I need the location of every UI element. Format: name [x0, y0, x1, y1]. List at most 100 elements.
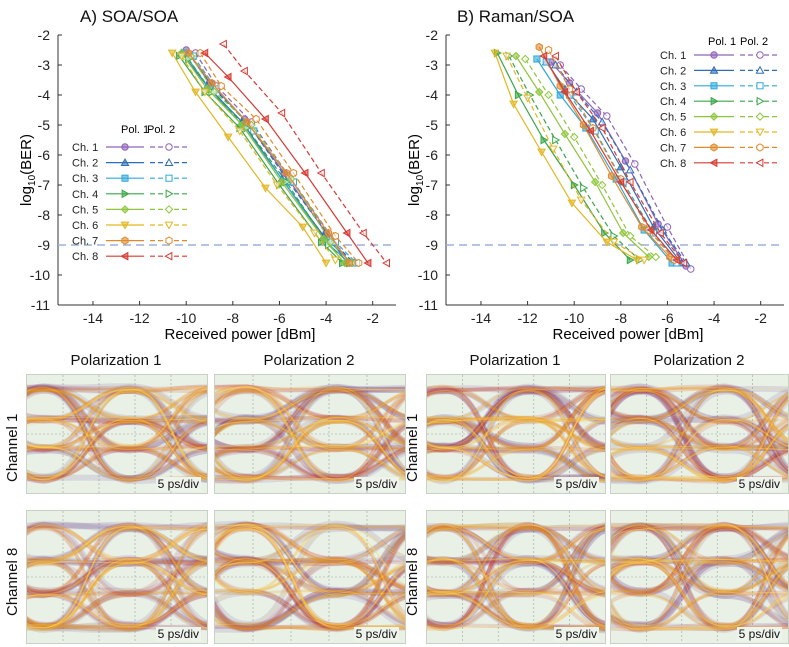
eye-trace: [27, 521, 207, 596]
eye-trace: [611, 526, 788, 587]
eye-trace: [427, 420, 605, 480]
eye-trace: [611, 386, 788, 423]
data-point-ch7-pol1: [243, 117, 251, 127]
data-point-ch4-pol1: [626, 255, 635, 265]
eye-trace: [611, 389, 788, 447]
eye-trace: [215, 558, 405, 594]
eye-trace: [611, 391, 788, 451]
eye-trace: [27, 588, 207, 632]
eye-trace: [427, 527, 605, 594]
eye-trace: [27, 447, 207, 482]
eye-trace: [215, 529, 405, 628]
x-tick-label: -10: [176, 310, 196, 326]
eye-trace: [215, 525, 405, 570]
series-line-ch1-pol2: [559, 64, 692, 270]
data-point-ch4-pol2: [580, 183, 589, 193]
eye-row-title-channel-1: Channel 1: [404, 413, 421, 482]
eye-trace: [611, 524, 788, 546]
eye-trace: [27, 413, 207, 479]
eye-trace: [27, 385, 207, 454]
eye-trace: [427, 386, 605, 453]
eye-trace: [215, 386, 405, 447]
eye-trace: [611, 557, 788, 628]
eye-trace: [215, 525, 405, 617]
eye-trace: [27, 445, 207, 482]
eye-trace: [427, 524, 605, 563]
eye-trace: [611, 562, 788, 626]
eye-trace: [427, 526, 605, 632]
eye-trace: [427, 418, 605, 479]
eye-trace: [27, 560, 207, 626]
eye-trace: [427, 387, 605, 452]
eye-trace: [215, 414, 405, 451]
eye-trace: [611, 561, 788, 628]
eye-trace: [427, 415, 605, 448]
eye-trace: [27, 525, 207, 593]
eye-trace: [215, 419, 405, 484]
eye-trace: [611, 418, 788, 477]
y-tick-label: -9: [38, 237, 51, 253]
eye-trace: [427, 554, 605, 629]
eye-trace: [611, 564, 788, 631]
eye-trace: [27, 525, 207, 631]
eye-trace: [27, 522, 207, 597]
eye-trace: [611, 522, 788, 592]
data-point-ch5-pol1: [511, 51, 521, 61]
eye-trace: [611, 420, 788, 482]
eye-trace: [611, 417, 788, 480]
eye-trace: [611, 558, 788, 564]
eye-trace: [215, 415, 405, 475]
legend-marker-pol1: [120, 205, 130, 214]
eye-trace: [611, 390, 788, 452]
eye-trace: [611, 570, 788, 630]
eye-trace: [215, 526, 405, 583]
eye-trace: [611, 524, 788, 628]
eye-trace: [427, 386, 605, 397]
eye-trace: [611, 562, 788, 622]
eye-trace: [427, 524, 605, 565]
eye-trace: [611, 444, 788, 457]
eye-trace: [27, 591, 207, 628]
eye-trace: [427, 391, 605, 479]
eye-trace: [611, 416, 788, 478]
eye-trace: [611, 436, 788, 452]
data-point-ch6-pol1: [567, 199, 577, 208]
eye-trace: [27, 563, 207, 632]
eye-trace: [27, 415, 207, 484]
eye-trace: [611, 386, 788, 449]
data-point-ch2-pol1: [588, 114, 598, 123]
eye-trace: [215, 386, 405, 448]
eye-trace: [611, 416, 788, 449]
eye-trace: [215, 387, 405, 474]
eye-trace: [427, 416, 605, 425]
eye-trace: [215, 386, 405, 415]
data-point-ch6-pol2: [523, 94, 533, 103]
eye-trace: [611, 539, 788, 630]
eye-trace: [215, 396, 405, 482]
eye-trace: [215, 561, 405, 629]
eye-trace: [215, 386, 405, 460]
legend-label: Ch. 4: [660, 96, 686, 108]
eye-trace: [215, 524, 405, 529]
eye-trace: [215, 564, 405, 633]
legend-marker-pol2: [755, 158, 764, 168]
eye-trace: [427, 522, 605, 594]
eye-trace: [215, 528, 405, 591]
eye-trace: [611, 595, 788, 630]
eye-trace: [215, 388, 405, 470]
eye-trace: [215, 388, 405, 443]
eye-trace: [427, 527, 605, 631]
data-point-ch8-pol2: [655, 228, 664, 238]
legend-header-pol2: Pol. 2: [147, 124, 175, 136]
eye-trace: [215, 391, 405, 429]
data-point-ch5-pol2: [651, 252, 661, 262]
eye-trace: [611, 528, 788, 564]
eye-trace: [611, 557, 788, 597]
legend-marker-pol1: [709, 128, 719, 137]
eye-trace: [27, 443, 207, 481]
eye-trace: [27, 523, 207, 563]
legend-label: Ch. 7: [660, 142, 686, 154]
eye-trace: [427, 524, 605, 567]
y-axis-title-sub: 10: [415, 174, 426, 186]
eye-trace: [611, 562, 788, 627]
